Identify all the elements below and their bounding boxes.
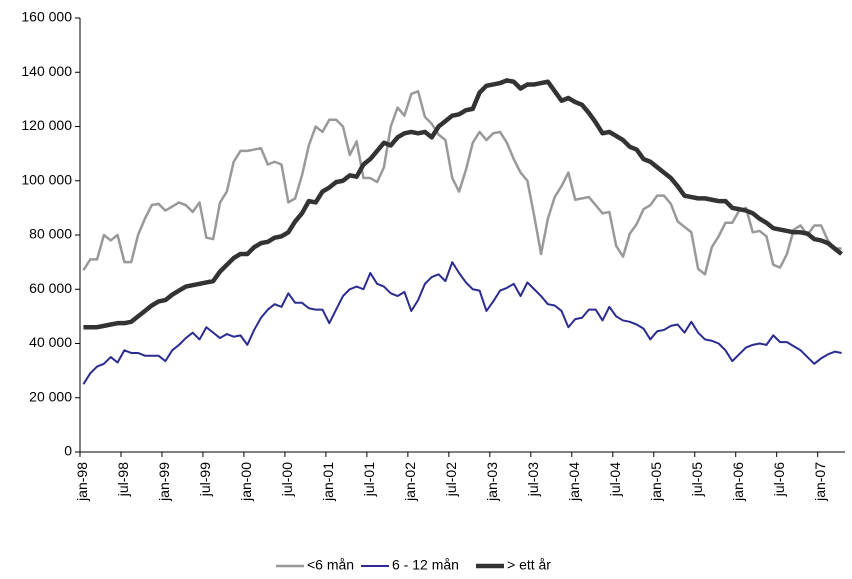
x-tick-label: jan-02 xyxy=(402,462,418,502)
y-tick-label: 0 xyxy=(64,443,72,459)
x-tick-label: jan-05 xyxy=(648,462,664,502)
x-tick-label: jan-07 xyxy=(812,462,828,502)
x-tick-label: jan-04 xyxy=(566,462,582,502)
x-tick-label: jan-98 xyxy=(74,462,90,502)
y-tick-label: 140 000 xyxy=(21,63,72,79)
y-tick-label: 100 000 xyxy=(21,171,72,187)
x-tick-label: jan-06 xyxy=(730,462,746,502)
x-tick-label: jul-01 xyxy=(361,462,377,497)
x-tick-label: jan-01 xyxy=(320,462,336,502)
x-tick-label: jul-04 xyxy=(607,462,623,497)
y-tick-label: 20 000 xyxy=(29,388,72,404)
x-tick-label: jan-99 xyxy=(156,462,172,502)
y-tick-label: 120 000 xyxy=(21,117,72,133)
line-series xyxy=(82,261,842,385)
x-tick-label: jan-03 xyxy=(484,462,500,502)
y-tick-label: 40 000 xyxy=(29,334,72,350)
y-tick-label: 160 000 xyxy=(21,9,72,25)
x-tick-label: jul-05 xyxy=(689,462,705,497)
legend-label: <6 mån xyxy=(307,557,354,573)
x-tick-label: jan-00 xyxy=(238,462,254,502)
line-series xyxy=(83,78,843,330)
x-tick-label: jul-00 xyxy=(279,462,295,497)
line-series xyxy=(82,89,842,276)
legend-label: 6 - 12 mån xyxy=(392,557,459,573)
y-tick-label: 60 000 xyxy=(29,280,72,296)
x-tick-label: jul-98 xyxy=(115,462,131,497)
x-tick-label: jul-99 xyxy=(197,462,213,497)
y-tick-label: 80 000 xyxy=(29,226,72,242)
x-tick-label: jul-06 xyxy=(771,462,787,497)
x-tick-label: jul-03 xyxy=(525,462,541,497)
legend-label: > ett år xyxy=(507,557,551,573)
x-tick-label: jul-02 xyxy=(443,462,459,497)
